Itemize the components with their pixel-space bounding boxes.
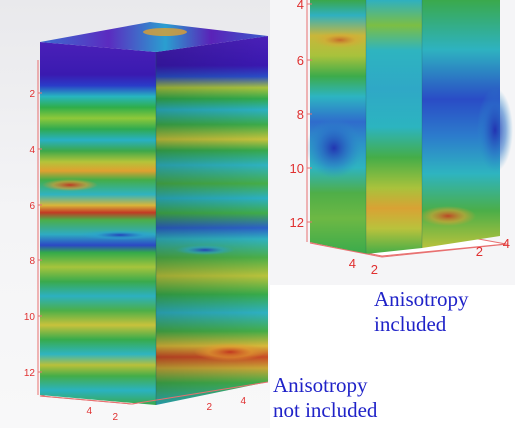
tick-label: 4 bbox=[297, 0, 304, 12]
tick-label: 4 bbox=[29, 145, 35, 156]
caption-line: included bbox=[374, 312, 447, 336]
caption-anisotropy-included: Anisotropy included bbox=[374, 287, 469, 337]
base-axis-y bbox=[131, 381, 269, 405]
block-top-face bbox=[40, 22, 268, 52]
block-left-face bbox=[40, 42, 156, 405]
caption-line: Anisotropy bbox=[374, 287, 469, 311]
anomaly-high bbox=[420, 206, 476, 226]
tick-label: 4 bbox=[503, 236, 510, 251]
tick-label: 2 bbox=[29, 89, 35, 100]
tick-label: 10 bbox=[290, 161, 304, 176]
anomaly-high bbox=[194, 343, 266, 361]
top-highlight bbox=[143, 28, 187, 36]
block-right-face bbox=[422, 0, 500, 248]
tick-label: 8 bbox=[297, 107, 304, 122]
tick-label: 2 bbox=[371, 262, 378, 277]
model-left-panel: 2 4 6 8 10 12 4 2 2 4 bbox=[0, 0, 270, 428]
caption-line: not included bbox=[273, 398, 378, 422]
base-axis-ticks: 4 2 2 4 bbox=[86, 396, 246, 423]
anomaly-low bbox=[80, 230, 160, 240]
model-left-svg: 2 4 6 8 10 12 4 2 2 4 bbox=[0, 0, 270, 428]
base-axis-x bbox=[309, 242, 383, 258]
caption-anisotropy-not-included: Anisotropy not included bbox=[273, 373, 377, 423]
tick-label: 12 bbox=[290, 215, 304, 230]
tick-label: 2 bbox=[476, 244, 483, 259]
tick-label: 2 bbox=[112, 412, 118, 423]
depth-axis-ticks: 2 4 6 8 10 12 bbox=[24, 89, 42, 379]
depth-axis-ticks: 4 6 8 10 12 bbox=[290, 0, 312, 230]
caption-line: Anisotropy bbox=[273, 373, 368, 397]
anomaly-high bbox=[314, 32, 366, 48]
tick-label: 6 bbox=[297, 53, 304, 68]
face-shading bbox=[156, 36, 268, 405]
anomaly-high bbox=[42, 179, 98, 191]
base-axis-y bbox=[381, 243, 509, 258]
block-middle-face bbox=[366, 0, 422, 254]
tick-label: 4 bbox=[349, 256, 356, 271]
tick-label: 4 bbox=[86, 406, 92, 417]
anomaly-low bbox=[306, 118, 362, 178]
tick-label: 8 bbox=[29, 256, 35, 267]
tick-label: 2 bbox=[206, 402, 212, 413]
anomaly-low bbox=[175, 245, 235, 255]
base-axis-x bbox=[39, 395, 133, 405]
tick-label: 12 bbox=[24, 368, 36, 379]
anomaly-low bbox=[477, 88, 513, 172]
tick-label: 10 bbox=[24, 312, 36, 323]
tick-label: 4 bbox=[240, 396, 246, 407]
tick-label: 6 bbox=[29, 201, 35, 212]
